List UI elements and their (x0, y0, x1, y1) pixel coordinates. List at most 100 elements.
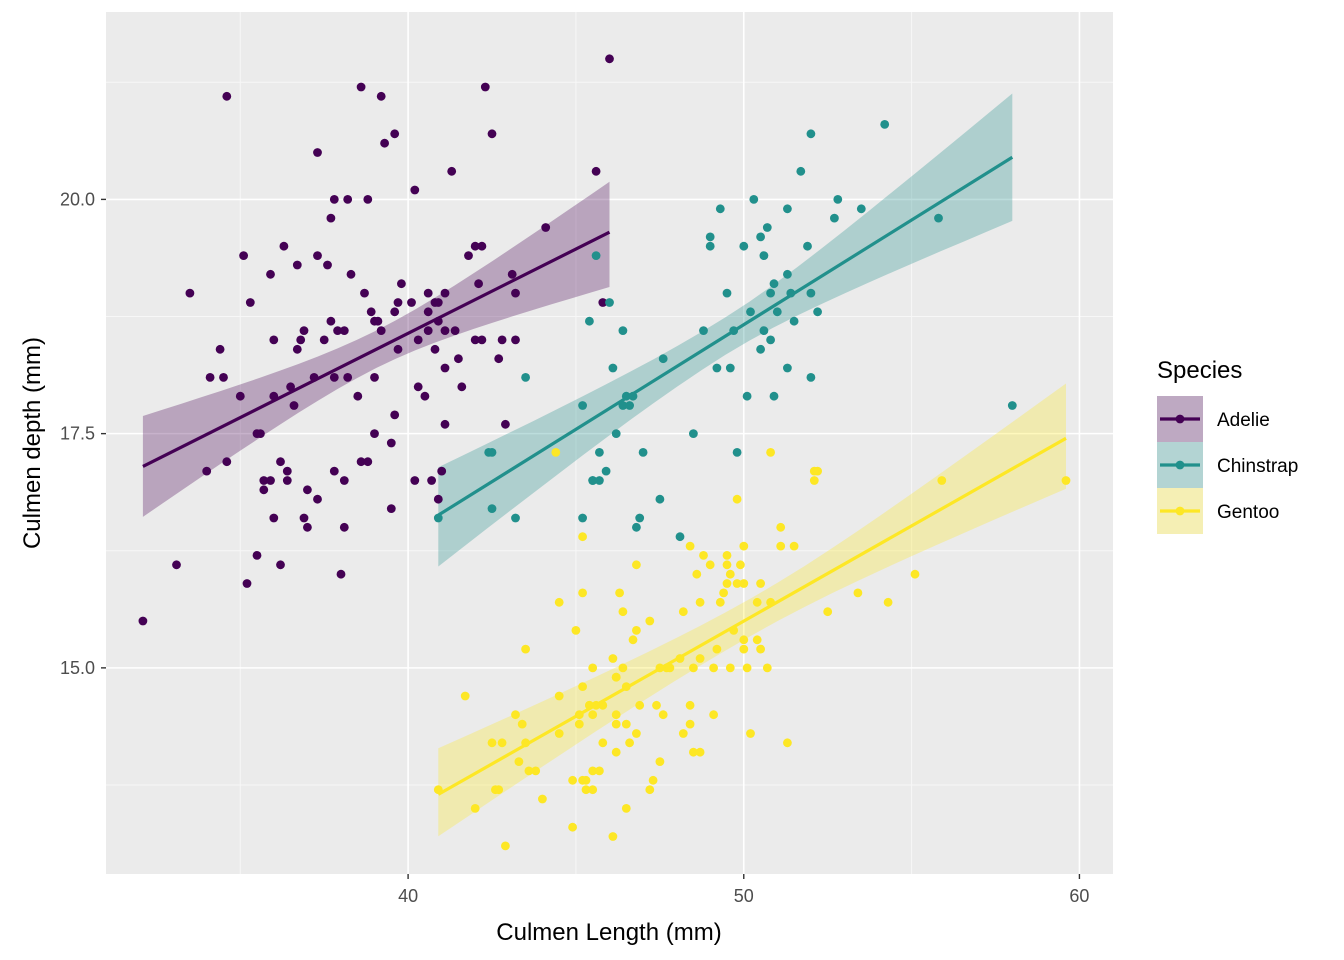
gentoo-point (762, 663, 772, 673)
gentoo-point (658, 710, 668, 720)
adelie-point (390, 410, 400, 420)
gentoo-point (521, 644, 530, 654)
fit-lines (142, 155, 1067, 796)
gentoo-point (742, 663, 752, 673)
gentoo-point (497, 738, 507, 748)
chinstrap-point (608, 363, 618, 373)
gentoo-point (719, 588, 728, 598)
gentoo-point (611, 719, 621, 729)
adelie-point (390, 129, 400, 139)
gentoo-point (853, 588, 863, 598)
adelie-point (477, 241, 487, 251)
adelie-point (242, 579, 252, 588)
gentoo-point (635, 700, 645, 710)
gentoo-point (722, 579, 732, 588)
gentoo-point (937, 476, 947, 485)
adelie-point (407, 298, 416, 307)
chinstrap-point (742, 391, 752, 401)
chinstrap-point (759, 251, 769, 260)
adelie-point (370, 373, 379, 382)
adelie-point (433, 494, 443, 504)
axes: 40 50 60 15.0 17.5 20.0 (60, 189, 1089, 906)
adelie-point (259, 476, 269, 485)
adelie-point (276, 457, 285, 467)
adelie-point (386, 438, 396, 448)
gentoo-point (581, 785, 591, 795)
gentoo-point (588, 710, 598, 720)
gentoo-point (621, 719, 631, 729)
adelie-point (440, 288, 450, 298)
gentoo-point (578, 532, 587, 542)
chinstrap-point (487, 448, 497, 457)
adelie-point (299, 513, 309, 523)
adelie-point (326, 316, 336, 326)
gentoo-point (568, 822, 577, 832)
chinstrap-point (638, 448, 648, 457)
chinstrap-point (588, 476, 598, 485)
adelie-point (480, 82, 490, 92)
adelie-point (380, 138, 389, 148)
adelie-fit-line (142, 230, 611, 468)
adelie-point (235, 391, 245, 401)
adelie-point (215, 344, 225, 354)
gentoo-point (823, 607, 833, 617)
gentoo-point (531, 766, 541, 776)
adelie-point (222, 91, 232, 101)
adelie-point (413, 382, 423, 392)
chinstrap-point (739, 241, 749, 251)
adelie-point (356, 82, 366, 92)
gentoo-point (554, 691, 564, 701)
gentoo-point (739, 541, 749, 551)
minor-grid (106, 12, 1113, 874)
chinstrap-point (749, 195, 759, 204)
adelie-point (303, 522, 312, 532)
chinstrap-point (803, 241, 812, 251)
adelie-point (282, 476, 292, 485)
gentoo-point (695, 654, 705, 663)
gentoo-point (648, 775, 658, 785)
gentoo-point (632, 626, 641, 635)
chinstrap-point (655, 494, 665, 504)
gentoo-point (487, 738, 497, 748)
chinstrap-point (705, 241, 715, 251)
chinstrap-point (806, 373, 816, 382)
adelie-point (329, 373, 339, 382)
gentoo-point (615, 588, 624, 598)
gentoo-point (756, 579, 765, 588)
gentoo-point (645, 785, 655, 795)
gentoo-point (712, 644, 722, 654)
adelie-point (470, 335, 480, 345)
gentoo-point (517, 719, 527, 729)
chinstrap-point (635, 513, 645, 523)
chinstrap-point (759, 326, 769, 335)
chinstrap-point (725, 363, 735, 373)
chinstrap-point (705, 232, 715, 242)
adelie-point (313, 251, 322, 260)
gentoo-point (632, 560, 641, 570)
gentoo-point (628, 635, 638, 645)
y-tick-label: 20.0 (60, 189, 95, 209)
adelie-point (477, 335, 487, 345)
chinstrap-point (722, 288, 732, 298)
adelie-point (138, 616, 148, 626)
chinstrap-point (658, 354, 668, 364)
chinstrap-point (487, 504, 497, 513)
gentoo-point (554, 729, 564, 738)
adelie-point (464, 251, 473, 260)
legend-label-adelie: Adelie (1217, 410, 1270, 431)
gentoo-point (725, 663, 735, 673)
gentoo-point (588, 785, 598, 795)
gentoo-point (689, 663, 698, 673)
x-tick-label: 40 (398, 886, 418, 906)
adelie-point (413, 335, 423, 345)
adelie-point (450, 326, 460, 335)
gentoo-point (685, 541, 695, 551)
adelie-point (202, 466, 212, 476)
adelie-point (256, 429, 265, 438)
adelie-point (511, 335, 520, 345)
gentoo-point (618, 663, 628, 673)
adelie-point (370, 429, 379, 438)
legend-key-point (1175, 506, 1185, 516)
gentoo-point (460, 691, 470, 701)
